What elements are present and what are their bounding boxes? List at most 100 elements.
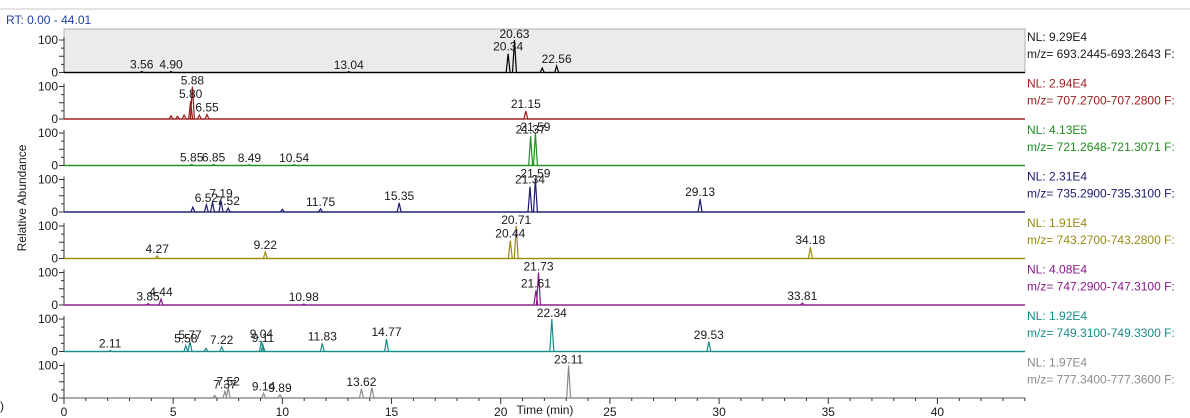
normalization-level-label: NL: 1.91E4 [1027,216,1087,230]
peak-label: 9.04 [250,327,274,341]
peak-label: 7.52 [217,194,241,208]
mz-range-label: m/z= 749.3100-749.3300 F: [1027,326,1175,340]
peak-label: 7.22 [210,333,234,347]
trace-line [64,365,1025,399]
y-tick-label: 0 [51,391,58,405]
x-tick-label: 35 [822,405,836,418]
peak-label: 13.04 [334,58,364,72]
peak-label: 5.80 [179,87,203,101]
normalization-level-label: NL: 4.13E5 [1027,123,1087,137]
peak-label: 7.52 [217,374,241,388]
peak-label: 14.77 [372,325,402,339]
normalization-level-label: NL: 4.08E4 [1027,263,1087,277]
panel-background [64,261,1025,305]
y-tick-label: 100 [38,219,58,233]
peak-label: 9.22 [254,238,278,252]
trace-line [64,39,1025,74]
peak-label: 20.71 [501,213,531,227]
x-tick-label: 25 [603,405,617,418]
y-tick-label: 0 [51,345,58,359]
peak-label: 21.59 [520,120,550,134]
normalization-level-label: NL: 1.92E4 [1027,309,1087,323]
x-tick-label: 40 [931,405,945,418]
x-axis-title: Time (min) [517,403,574,417]
peak-label: 2.11 [99,337,122,351]
mz-range-label: m/z= 707.2700-707.2800 F: [1027,94,1175,108]
peak-label: 10.98 [289,290,319,304]
x-tick-label: 15 [385,405,399,418]
peak-label: 7.19 [209,187,233,201]
y-tick-label: 100 [38,312,58,326]
x-tick-label: 5 [170,405,177,418]
trace-line [64,179,1025,213]
trace-line [64,132,1025,167]
y-tick-label: 0 [51,252,58,266]
normalization-level-label: NL: 1.97E4 [1027,356,1087,370]
y-axis-title: Relative Abundance [15,144,29,251]
peak-label: 20.44 [495,227,525,241]
peak-label: 21.61 [521,276,551,290]
x-tick-label: 10 [276,405,290,418]
panel-letter: ) [0,399,4,413]
mz-range-label: m/z= 721.2648-721.3071 F: [1027,140,1175,154]
y-tick-label: 100 [38,33,58,47]
y-tick-label: 0 [51,159,58,173]
peak-label: 6.52 [195,191,219,205]
x-tick-label: 30 [712,405,726,418]
trace-line [64,272,1025,306]
trace-panel: 0 100 5.805.88 6.55 21.15 NL: 2.94E4 m/z= 707.… [38,74,1175,127]
peak-label: 5.88 [181,74,205,88]
peak-label: 11.75 [306,195,335,209]
x-axis: 0 5 10 15 20 25 30 35 40 [61,398,1026,418]
panel-background [64,215,1025,259]
trace-panel: 0 100 2.11 5.585.77 7.22 9.049.11 11.83 14.77 22… [38,306,1175,359]
y-tick-label: 0 [51,112,58,126]
peak-label: 23.11 [554,353,583,367]
panel-background [64,122,1025,166]
peak-label: 11.83 [308,329,337,343]
y-tick-label: 100 [38,266,58,280]
peak-label: 29.13 [685,185,715,199]
peak-label: 5.77 [178,328,202,342]
rt-range-label: RT: 0.00 - 44.01 [6,13,91,27]
y-tick-label: 0 [51,205,58,219]
peak-label: 21.73 [523,260,553,274]
peak-label: 4.44 [149,285,173,299]
trace-line [64,225,1025,260]
peak-label: 21.59 [520,167,550,181]
mz-range-label: m/z= 693.2445-693.2643 F: [1027,47,1175,61]
peak-label: 9.89 [268,381,292,395]
peak-label: 9.11 [252,331,275,345]
y-tick-label: 100 [38,126,58,140]
panel-background [64,308,1025,352]
peak-label: 4.27 [146,242,170,256]
peak-label: 4.90 [159,58,183,72]
normalization-level-label: NL: 2.94E4 [1027,77,1087,91]
peak-label: 29.53 [694,328,724,342]
peak-label: 13.62 [346,375,376,389]
peak-label: 5.58 [174,332,198,346]
trace-panel: 0 100 3.854.44 10.98 21.61 21.73 33.81 NL: 4.08… [38,260,1175,313]
panel-background [64,354,1025,398]
peak-label: 3.85 [136,290,160,304]
peak-label: 6.55 [195,100,219,114]
y-tick-label: 0 [51,66,58,80]
peak-label: 20.34 [493,40,523,54]
trace-panel: 0 100 7.377.52 9.149.89 13.62 23.11 NL: 1.97E4… [38,353,1175,406]
peak-label: 34.18 [795,233,825,247]
mz-range-label: m/z= 743.2700-743.2800 F: [1027,233,1175,247]
peak-label: 9.14 [252,379,276,393]
peak-label: 22.56 [542,52,572,66]
peak-label: 20.63 [499,27,529,41]
mz-range-label: m/z= 777.3400-777.3600 F: [1027,373,1175,387]
normalization-level-label: NL: 2.31E4 [1027,170,1087,184]
x-tick-label: 0 [61,405,68,418]
peak-label: 3.56 [130,58,154,72]
peak-label: 21.37 [516,122,546,136]
trace-line [64,318,1025,353]
